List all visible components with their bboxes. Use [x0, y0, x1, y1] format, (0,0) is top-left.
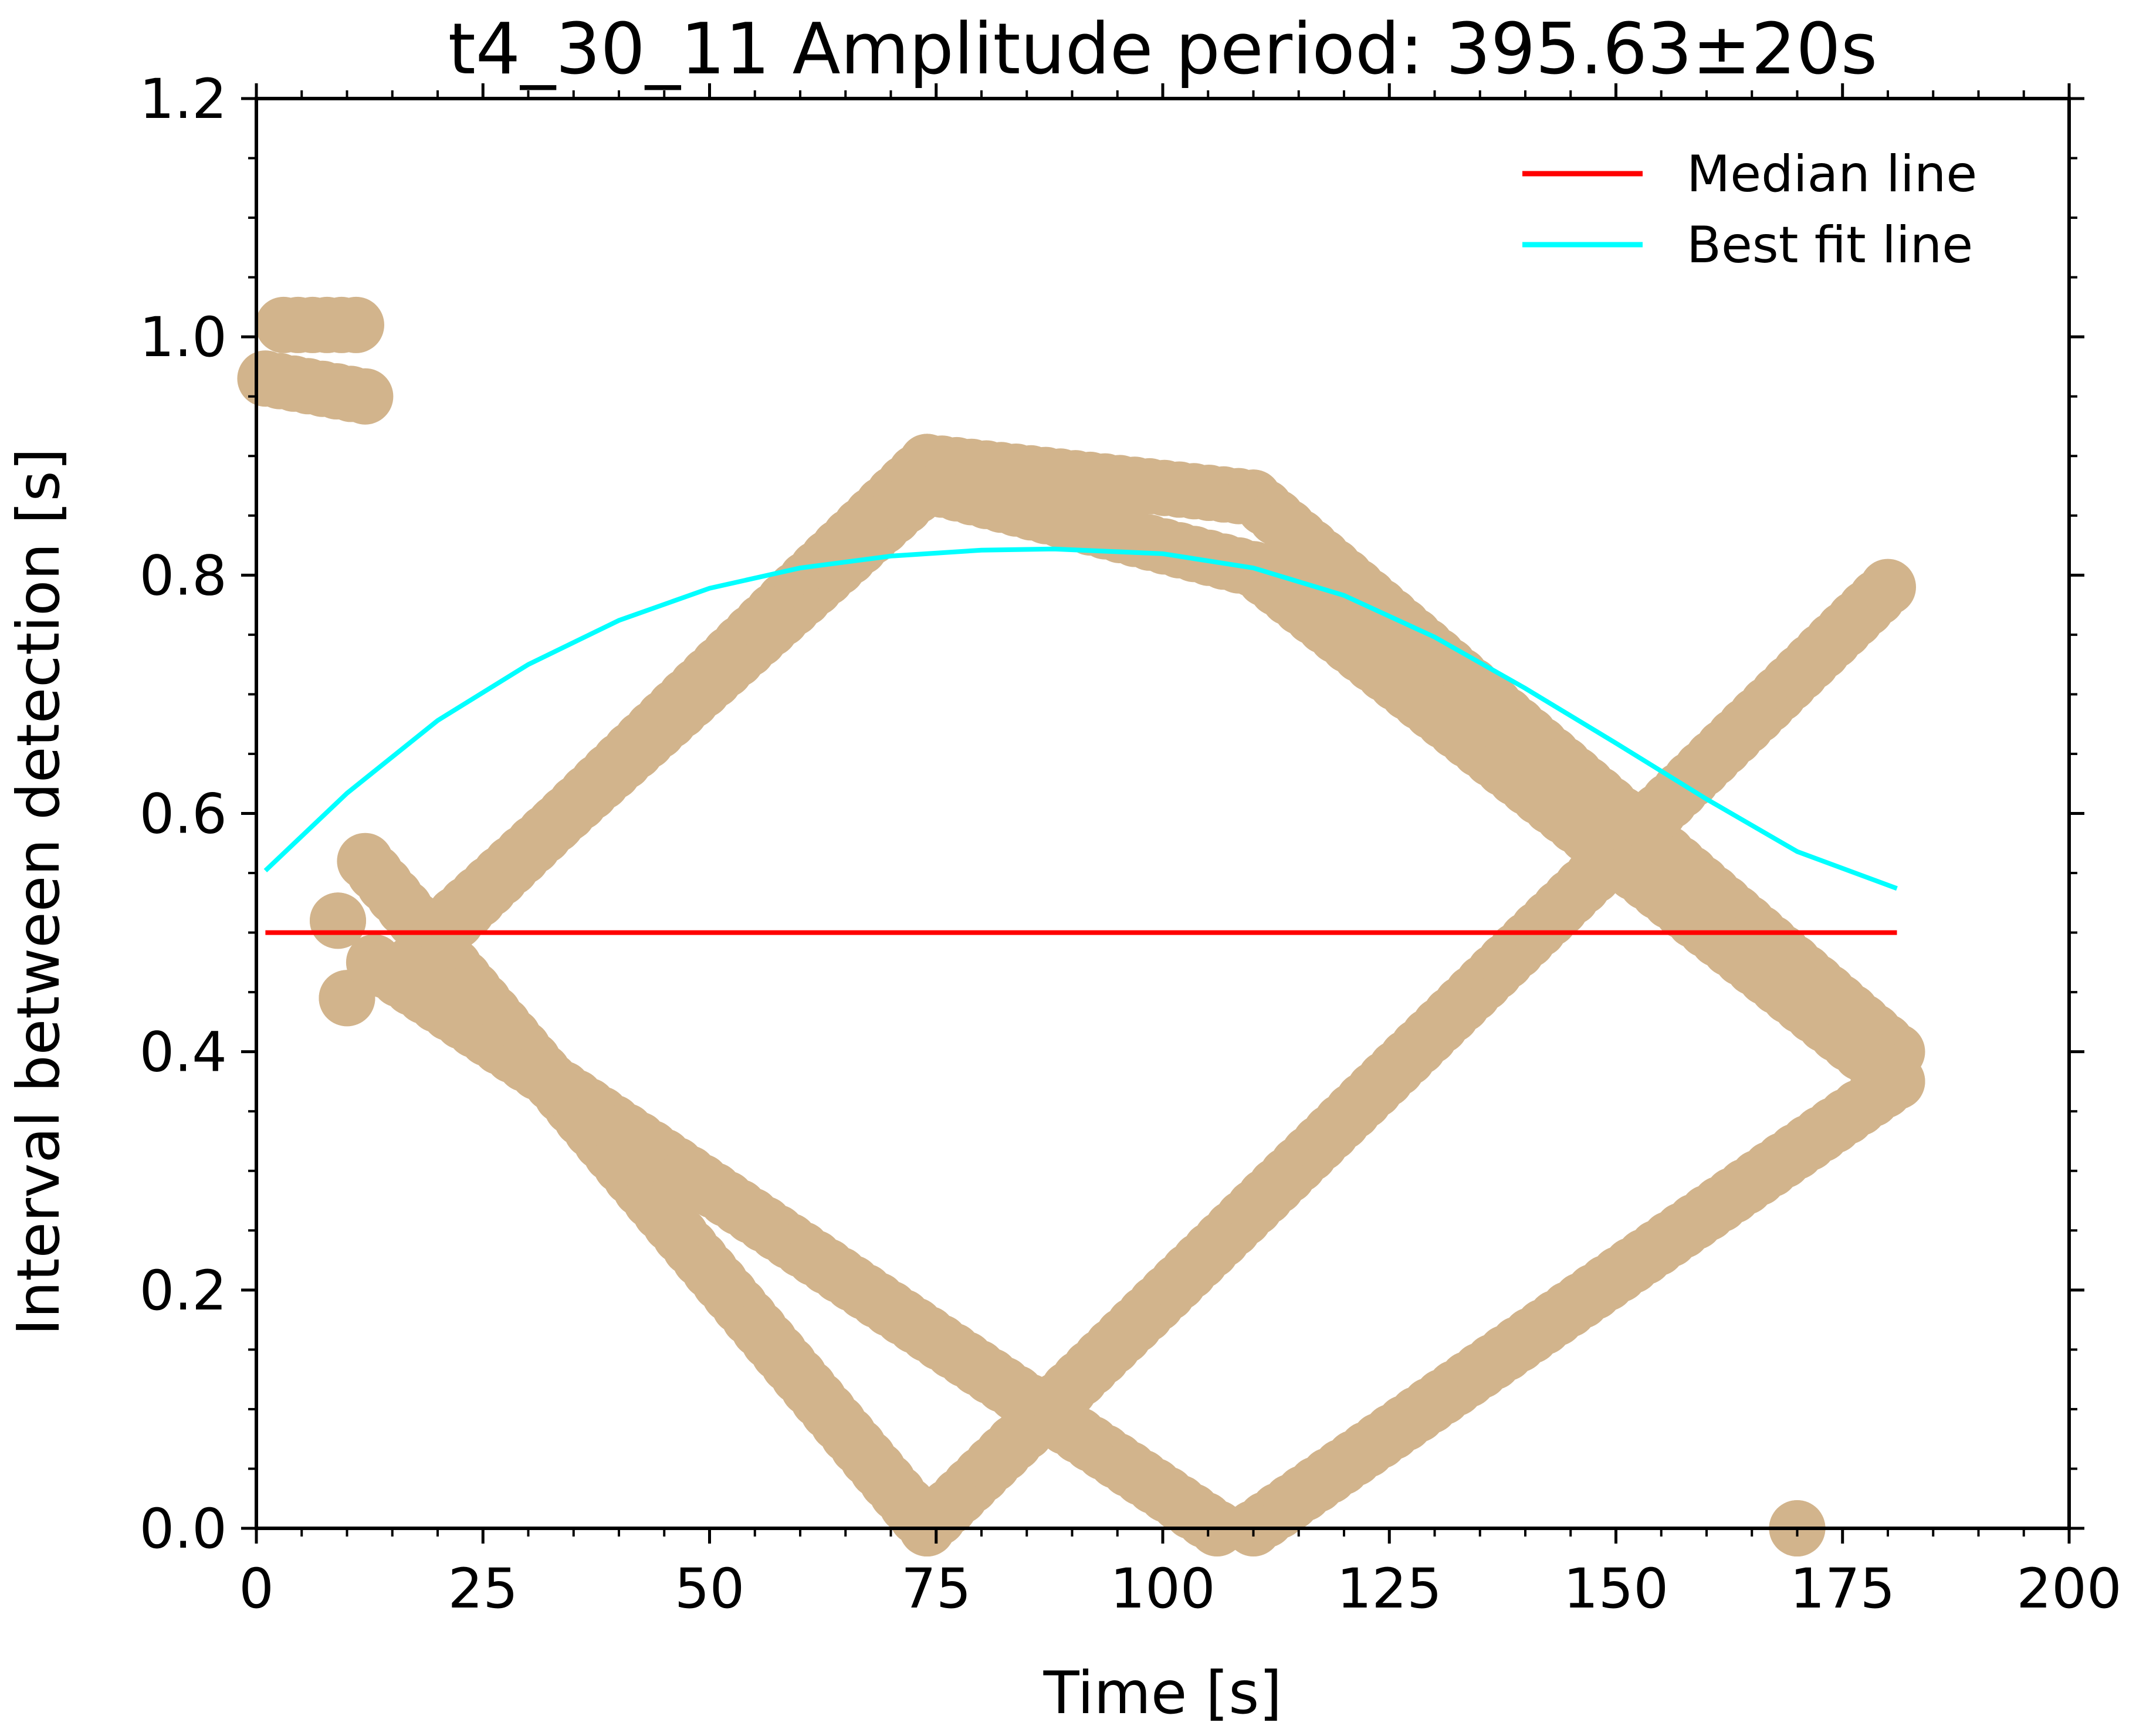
line-layer	[263, 546, 1898, 935]
scatter-point	[337, 368, 394, 425]
chart-title: t4_30_11 Amplitude period: 395.63±20s	[448, 9, 1878, 90]
scatter-points-layer	[237, 296, 1925, 1556]
y-tick-label: 1.2	[140, 67, 228, 131]
x-tick-label: 50	[675, 1557, 745, 1621]
scatter-point	[328, 296, 384, 353]
y-axis-label: Interval between detection [s]	[4, 448, 73, 1335]
y-tick-label: 1.0	[140, 306, 228, 370]
x-tick-label: 150	[1563, 1557, 1668, 1621]
x-tick-label: 25	[448, 1557, 518, 1621]
x-tick-label: 75	[901, 1557, 971, 1621]
legend-label-best-fit-line: Best fit line	[1687, 216, 1973, 275]
x-tick-label: 125	[1337, 1557, 1442, 1621]
y-tick-label: 0.0	[140, 1497, 228, 1561]
x-tick-label: 200	[2016, 1557, 2121, 1621]
legend-label-median-line: Median line	[1687, 145, 1977, 204]
legend: Median line Best fit line	[1522, 145, 1977, 275]
scatter-point	[1860, 559, 1916, 615]
x-tick-label: 175	[1790, 1557, 1895, 1621]
tick-layer: 0 25 50 75 100 125 150 175 200 0.0 0.2 0.4 0.6 0.8 1.0…	[140, 67, 2122, 1621]
y-tick-label: 0.6	[140, 783, 228, 847]
y-tick-label: 0.4	[140, 1021, 228, 1085]
scatter-point	[1868, 1053, 1925, 1110]
x-tick-label: 0	[239, 1557, 274, 1621]
y-tick-label: 0.8	[140, 544, 228, 608]
y-tick-label: 0.2	[140, 1259, 228, 1323]
best-fit-line-series	[263, 546, 1898, 891]
x-tick-label: 100	[1110, 1557, 1215, 1621]
x-axis-label: Time [s]	[1043, 1659, 1282, 1727]
